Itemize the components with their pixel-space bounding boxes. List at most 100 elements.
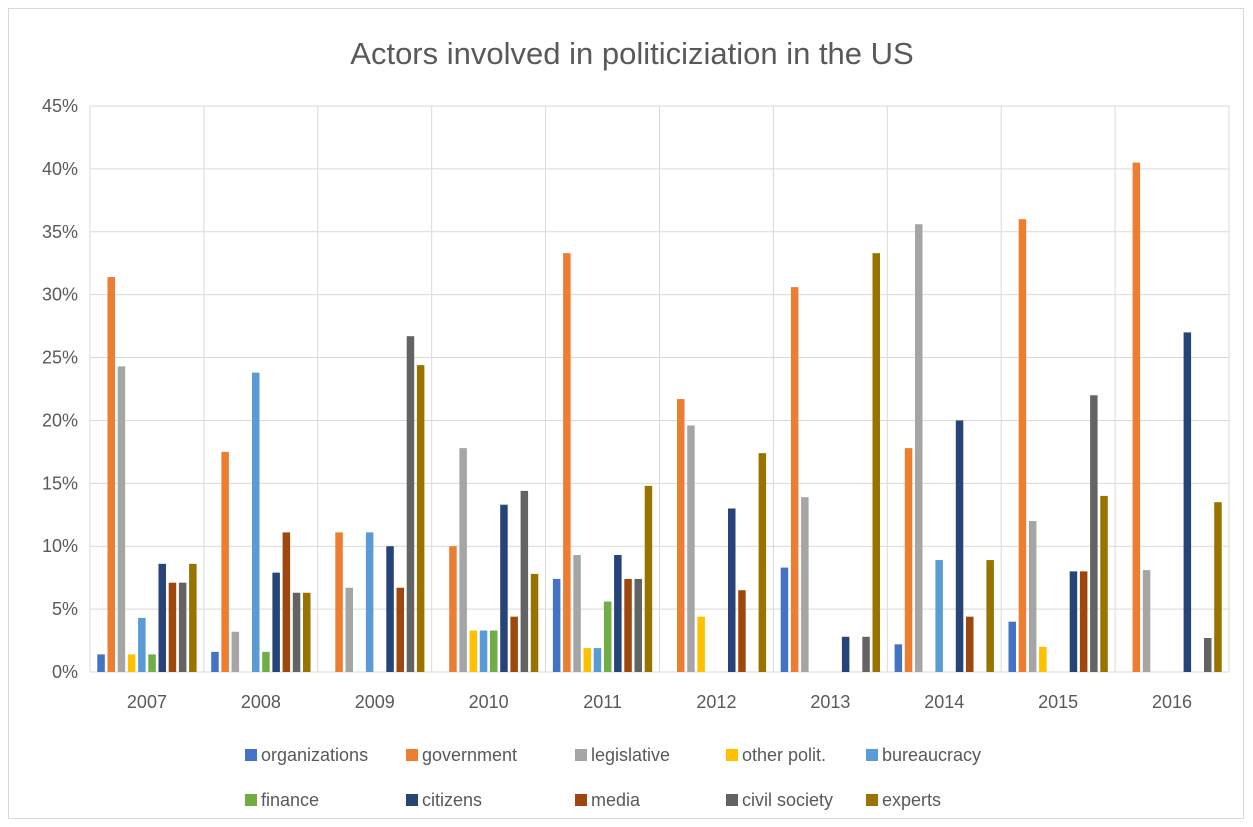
legend-label: organizations <box>261 745 368 765</box>
bar <box>862 636 870 672</box>
bar <box>252 372 260 672</box>
bar <box>406 336 415 672</box>
bar <box>801 497 809 672</box>
legend-swatch <box>406 749 418 761</box>
chart-title: Actors involved in politiciziation in th… <box>350 36 913 71</box>
bar <box>530 573 539 672</box>
bar <box>127 654 136 672</box>
bar <box>282 532 291 672</box>
legend-swatch <box>866 794 878 806</box>
bar <box>500 504 508 672</box>
bar <box>935 560 943 672</box>
y-tick-label: 15% <box>42 473 78 493</box>
bar <box>758 453 767 672</box>
x-tick-label: 2014 <box>924 692 964 712</box>
legend-label: experts <box>882 790 941 810</box>
bar <box>148 654 156 672</box>
legend-swatch <box>245 794 257 806</box>
bar <box>966 616 974 672</box>
legend-swatch <box>575 794 587 806</box>
bar <box>624 578 632 672</box>
bar <box>563 253 571 672</box>
bar <box>510 616 518 672</box>
bar <box>386 546 394 672</box>
bar <box>449 546 457 672</box>
bar <box>158 563 166 672</box>
bar <box>1183 332 1192 672</box>
bar <box>1008 621 1016 672</box>
bar <box>1214 502 1222 672</box>
bar <box>97 654 105 672</box>
bar <box>469 630 478 672</box>
y-tick-label: 5% <box>52 599 78 619</box>
bar <box>573 555 581 672</box>
bar <box>345 587 353 672</box>
bar <box>1142 570 1151 672</box>
bar <box>459 448 467 672</box>
legend-label: civil society <box>742 790 833 810</box>
bar-chart: Actors involved in politiciziation in th… <box>42 36 1230 810</box>
bar <box>211 651 219 672</box>
bars <box>97 162 1222 672</box>
legend-label: finance <box>261 790 319 810</box>
bar <box>178 582 187 672</box>
bar <box>335 532 343 672</box>
x-tick-label: 2016 <box>1152 692 1192 712</box>
bar <box>1132 162 1141 672</box>
bar <box>687 425 695 672</box>
bar <box>231 631 240 672</box>
bar <box>790 287 799 672</box>
x-axis-ticks: 2007 2008 2009 2010 2011 2012 2013 2014 2015 2016 <box>127 692 1192 712</box>
bar <box>1069 571 1078 672</box>
x-tick-label: 2011 <box>583 692 622 712</box>
x-tick-label: 2015 <box>1038 692 1078 712</box>
bar <box>593 648 602 672</box>
legend-swatch <box>726 794 738 806</box>
bar <box>189 563 197 672</box>
bar <box>1079 571 1088 672</box>
bar <box>1100 495 1108 672</box>
bar <box>520 490 529 672</box>
legend-label: bureaucracy <box>882 745 981 765</box>
y-tick-label: 45% <box>42 96 78 116</box>
x-tick-label: 2010 <box>469 692 509 712</box>
bar <box>697 616 705 672</box>
bar <box>221 451 229 672</box>
bar <box>738 590 746 672</box>
bar <box>1090 395 1098 672</box>
bar <box>1028 521 1037 672</box>
bar <box>107 277 115 672</box>
x-tick-label: 2007 <box>127 692 167 712</box>
bar <box>634 578 642 672</box>
bar <box>583 648 591 672</box>
y-tick-label: 0% <box>52 662 78 682</box>
bar <box>614 555 622 672</box>
x-tick-label: 2012 <box>696 692 736 712</box>
y-tick-label: 20% <box>42 410 78 430</box>
bar <box>292 592 301 672</box>
x-tick-label: 2013 <box>810 692 850 712</box>
bar <box>872 253 880 672</box>
bar <box>117 366 126 672</box>
bar <box>915 224 923 672</box>
legend-label: government <box>422 745 517 765</box>
y-tick-label: 10% <box>42 536 78 556</box>
y-axis-ticks: 0% 5% 10% 15% 20% 25% 30% 35% 40% 45% <box>42 96 78 682</box>
legend-label: media <box>591 790 641 810</box>
legend-swatch <box>245 749 257 761</box>
y-tick-label: 40% <box>42 159 78 179</box>
gridlines <box>89 105 1230 673</box>
legend-swatch <box>575 749 587 761</box>
legend-swatch <box>406 794 418 806</box>
x-tick-label: 2009 <box>355 692 395 712</box>
bar <box>1204 638 1212 672</box>
bar <box>603 601 612 672</box>
bar <box>955 420 964 672</box>
bar <box>303 592 311 672</box>
legend-swatch <box>866 749 878 761</box>
bar <box>365 532 374 672</box>
legend-swatch <box>726 749 738 761</box>
bar <box>780 567 789 672</box>
bar <box>168 582 177 672</box>
legend-label: citizens <box>422 790 482 810</box>
